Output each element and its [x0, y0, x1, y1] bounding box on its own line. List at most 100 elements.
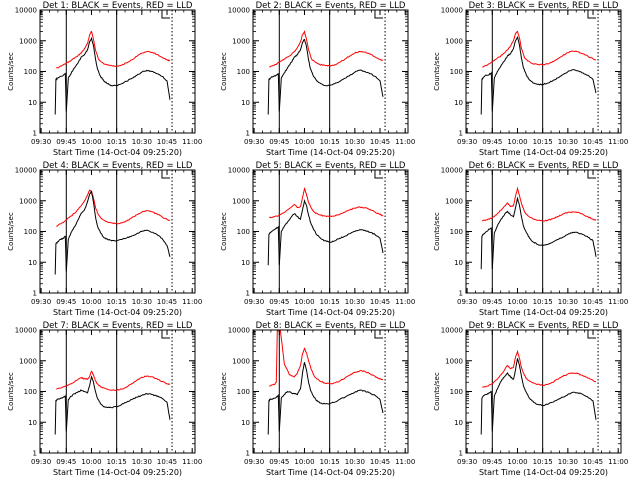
plot-title: Det 8: BLACK = Events, RED = LLD — [256, 321, 406, 331]
x-tick-label: 10:30 — [132, 458, 152, 466]
plot-frame — [465, 329, 622, 454]
y-tick-label: 100 — [237, 228, 250, 236]
x-tick-label: 11:00 — [395, 138, 415, 146]
plot-frame — [39, 169, 196, 294]
corner-bracket-marker — [587, 330, 596, 339]
x-tick-label: 10:00 — [507, 298, 527, 306]
x-tick-label: 10:15 — [320, 138, 340, 146]
plot-title: Det 7: BLACK = Events, RED = LLD — [43, 321, 193, 331]
y-tick-label: 1000 — [445, 357, 463, 365]
x-tick-label: 09:30 — [244, 298, 264, 306]
y-tick-label: 100 — [450, 228, 463, 236]
x-tick-label: 10:15 — [107, 138, 127, 146]
x-tick-label: 10:30 — [345, 458, 365, 466]
x-axis-label: Start Time (14-Oct-04 09:25:20) — [53, 148, 182, 157]
x-tick-label: 10:45 — [583, 298, 603, 306]
detector-plot-3: Det 3: BLACK = Events, RED = LLD Counts/s… — [433, 1, 628, 157]
y-tick-label: 100 — [237, 388, 250, 396]
detector-plot-8: Det 8: BLACK = Events, RED = LLD Counts/s… — [220, 321, 415, 477]
x-tick-label: 09:30 — [457, 298, 477, 306]
x-tick-label: 10:45 — [370, 138, 390, 146]
x-tick-label: 09:45 — [482, 298, 502, 306]
x-axis-label: Start Time (14-Oct-04 09:25:20) — [266, 308, 395, 317]
x-tick-label: 11:00 — [182, 298, 202, 306]
plot-title: Det 9: BLACK = Events, RED = LLD — [469, 321, 619, 331]
corner-bracket-marker — [374, 10, 383, 19]
y-tick-label: 1000 — [232, 197, 250, 205]
y-axis-label: Counts/sec — [7, 372, 15, 411]
y-tick-label: 1 — [246, 450, 250, 458]
lld-series-line — [56, 30, 171, 69]
y-tick-label: 1 — [33, 290, 37, 298]
x-tick-label: 09:30 — [244, 138, 264, 146]
x-tick-label: 10:00 — [81, 298, 101, 306]
lld-series-line — [56, 370, 171, 392]
x-tick-label: 09:45 — [482, 138, 502, 146]
x-tick-label: 11:00 — [608, 458, 628, 466]
y-tick-label: 100 — [24, 228, 37, 236]
events-series-line — [54, 375, 171, 435]
events-series-line — [54, 190, 171, 275]
x-axis-label: Start Time (14-Oct-04 09:25:20) — [53, 468, 182, 477]
y-tick-label: 10 — [241, 419, 250, 427]
series-group — [54, 370, 171, 435]
events-series-line — [267, 362, 384, 435]
y-tick-label: 10 — [28, 259, 37, 267]
lld-series-line — [56, 189, 171, 227]
y-axis-label: Counts/sec — [220, 212, 228, 251]
y-tick-label: 10 — [28, 99, 37, 107]
x-tick-label: 09:45 — [56, 138, 76, 146]
y-tick-label: 10 — [454, 259, 463, 267]
series-group — [54, 30, 171, 115]
lld-series-line — [268, 187, 384, 219]
x-tick-label: 10:15 — [107, 298, 127, 306]
x-tick-label: 10:30 — [132, 298, 152, 306]
y-tick-label: 1000 — [19, 37, 37, 45]
y-tick-label: 10000 — [228, 167, 250, 175]
series-group — [267, 330, 384, 435]
x-tick-label: 10:00 — [507, 458, 527, 466]
plot-title: Det 5: BLACK = Events, RED = LLD — [256, 161, 406, 171]
x-tick-label: 09:45 — [56, 458, 76, 466]
x-tick-label: 10:45 — [157, 458, 177, 466]
x-tick-label: 10:00 — [294, 138, 314, 146]
x-tick-label: 10:15 — [533, 138, 553, 146]
y-tick-label: 100 — [450, 68, 463, 76]
y-tick-label: 1 — [33, 130, 37, 138]
series-group — [480, 186, 597, 270]
series-group — [267, 187, 384, 266]
x-tick-label: 10:00 — [81, 138, 101, 146]
x-tick-label: 10:45 — [583, 138, 603, 146]
x-tick-label: 11:00 — [608, 138, 628, 146]
y-tick-label: 1000 — [232, 357, 250, 365]
corner-bracket-marker — [161, 170, 170, 179]
x-tick-label: 10:00 — [294, 458, 314, 466]
series-group — [480, 30, 597, 115]
y-tick-label: 10 — [454, 419, 463, 427]
x-tick-label: 09:45 — [269, 458, 289, 466]
detector-plot-5: Det 5: BLACK = Events, RED = LLD Counts/s… — [220, 161, 415, 317]
y-tick-label: 1 — [246, 130, 250, 138]
x-tick-label: 09:45 — [482, 458, 502, 466]
y-axis-label: Counts/sec — [7, 212, 15, 251]
lld-series-line — [482, 30, 596, 68]
plot-frame — [39, 9, 196, 134]
x-tick-label: 11:00 — [608, 298, 628, 306]
plot-title: Det 3: BLACK = Events, RED = LLD — [469, 1, 619, 11]
y-tick-label: 10000 — [441, 327, 463, 335]
y-tick-label: 1000 — [445, 197, 463, 205]
y-tick-label: 100 — [24, 388, 37, 396]
x-tick-label: 09:45 — [269, 138, 289, 146]
y-tick-label: 100 — [237, 68, 250, 76]
events-series-line — [267, 38, 384, 115]
x-tick-label: 10:15 — [320, 298, 340, 306]
corner-bracket-marker — [587, 10, 596, 19]
x-tick-label: 10:30 — [345, 298, 365, 306]
lld-series-line — [482, 349, 597, 388]
plot-frame — [465, 9, 622, 134]
y-tick-label: 10000 — [228, 327, 250, 335]
events-series-line — [267, 198, 384, 266]
x-tick-label: 11:00 — [182, 458, 202, 466]
x-tick-label: 10:45 — [157, 138, 177, 146]
y-tick-label: 100 — [450, 388, 463, 396]
